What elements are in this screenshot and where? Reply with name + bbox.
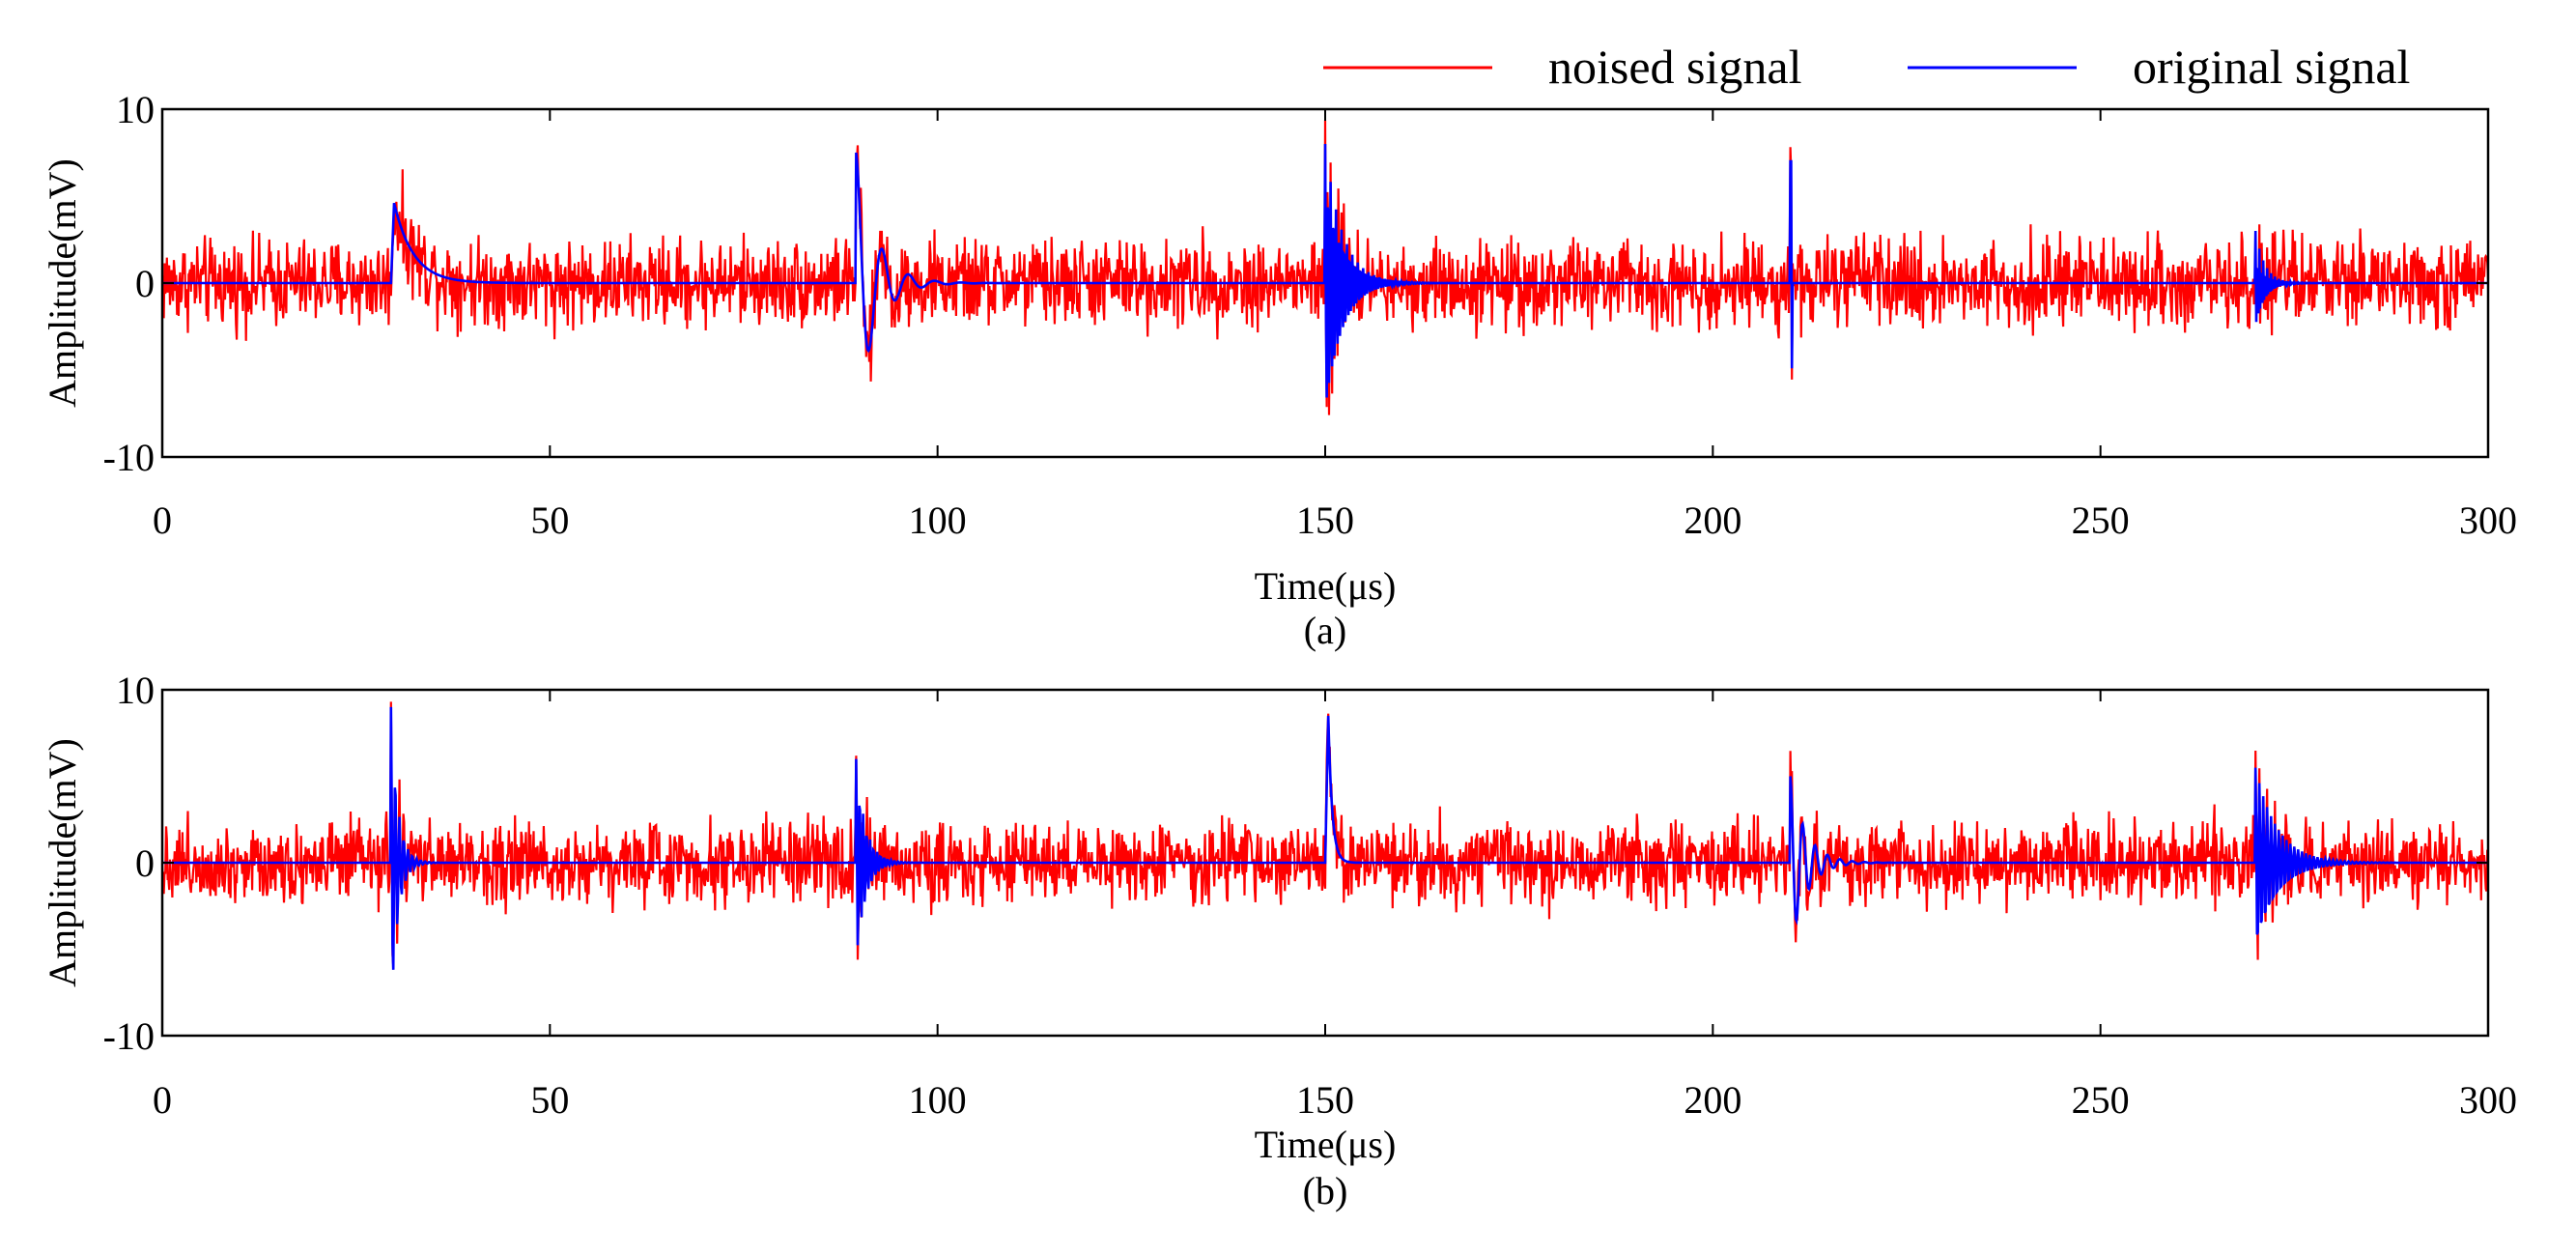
x-tick-label: 250: [2072, 1078, 2130, 1122]
legend-label-original: original signal: [2133, 40, 2410, 94]
panel-b-yticks: -10 0 10: [103, 669, 2488, 1058]
series-original-signal: [162, 143, 2488, 398]
x-tick-label: 150: [1296, 1078, 1354, 1122]
series-original-signal: [162, 706, 2488, 970]
x-tick-label: 200: [1684, 1078, 1741, 1122]
y-tick-label: 0: [135, 841, 155, 885]
x-tick-label: 50: [530, 1078, 569, 1122]
y-tick-label: 10: [116, 669, 155, 712]
series-noised-signal: [160, 701, 2490, 966]
panel-a-xlabel: Time(μs): [1255, 564, 1397, 608]
x-tick-label: 300: [2459, 1078, 2517, 1122]
panel-a-ylabel: Amplitude(mV): [41, 158, 84, 408]
x-tick-label: 200: [1684, 499, 1741, 542]
legend: noised signal original signal: [1323, 40, 2410, 94]
y-tick-label: 0: [135, 262, 155, 305]
panel-a-yticks: -10 0 10: [103, 88, 2488, 479]
x-tick-label: 50: [530, 499, 569, 542]
panel-b: 0 50 100 150 200 250 300 -10 0 10 Time(μs) (b) A…: [41, 669, 2517, 1212]
x-tick-label: 250: [2072, 499, 2130, 542]
panel-a-plot: [160, 120, 2490, 415]
y-tick-label: -10: [103, 1014, 155, 1058]
x-tick-label: 100: [909, 499, 967, 542]
panel-b-ylabel: Amplitude(mV): [41, 738, 84, 987]
y-tick-label: -10: [103, 436, 155, 479]
legend-label-noised: noised signal: [1548, 40, 1801, 94]
panel-b-xticks: 0 50 100 150 200 250 300: [153, 690, 2517, 1122]
panel-b-plot: [160, 701, 2490, 970]
panel-b-xlabel: Time(μs): [1255, 1123, 1397, 1166]
x-tick-label: 100: [909, 1078, 967, 1122]
panel-a: 0 50 100 150 200 250 300 -10 0 10 Time(μs) (a) A…: [41, 88, 2517, 652]
x-tick-label: 150: [1296, 499, 1354, 542]
panel-b-caption: (b): [1303, 1169, 1348, 1212]
panel-a-xticks: 0 50 100 150 200 250 300: [153, 109, 2517, 542]
x-tick-label: 0: [153, 499, 172, 542]
x-tick-label: 0: [153, 1078, 172, 1122]
panel-a-caption: (a): [1304, 609, 1346, 652]
y-tick-label: 10: [116, 88, 155, 131]
x-tick-label: 300: [2459, 499, 2517, 542]
